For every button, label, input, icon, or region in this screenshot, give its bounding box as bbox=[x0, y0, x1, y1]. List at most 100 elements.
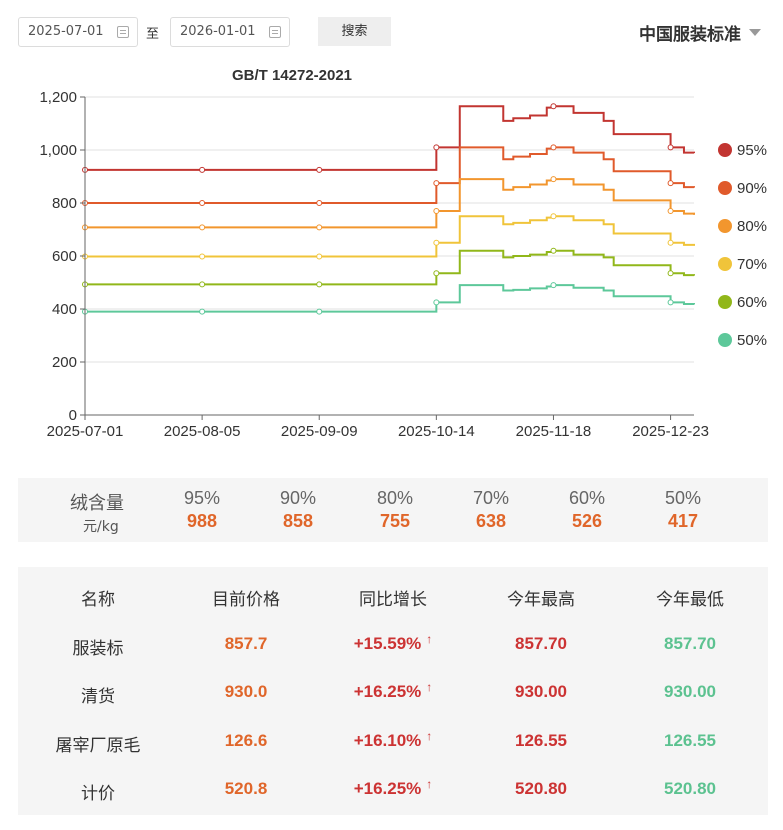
legend-item[interactable]: 60% bbox=[718, 294, 767, 311]
table-cell-value: 清货 bbox=[81, 687, 115, 707]
summary-percent: 50% bbox=[664, 488, 702, 508]
table-cell-high: 930.00 bbox=[515, 682, 567, 702]
price-line-chart: GB/T 14272-2021 0 200 400 600 800 1,000 1,200 2… bbox=[39, 67, 767, 440]
table-cell-value: 857.70 bbox=[664, 634, 716, 653]
table-cell-yoy: +16.10% ↑ bbox=[353, 729, 433, 751]
summary-percent: 90% bbox=[279, 488, 317, 508]
table-cell-current: 126.6 bbox=[225, 731, 268, 751]
y-tick-label: 1,200 bbox=[39, 89, 77, 106]
summary-percent: 60% bbox=[568, 488, 606, 508]
summary-price: 988 bbox=[186, 511, 218, 531]
series-point bbox=[199, 224, 206, 231]
summary-item: 60% 526 bbox=[547, 478, 627, 542]
y-tick-label: 0 bbox=[69, 407, 77, 424]
table-cell-value: +16.10% bbox=[353, 731, 422, 750]
table-header: 今年最高 bbox=[507, 590, 575, 610]
legend-swatch bbox=[718, 181, 732, 195]
table-cell-value: 930.00 bbox=[515, 682, 567, 701]
table-header: 目前价格 bbox=[212, 590, 280, 610]
table-cell-name: 计价 bbox=[81, 779, 115, 804]
series-line bbox=[85, 105, 695, 171]
table-header: 同比增长 bbox=[359, 590, 427, 610]
legend-item[interactable]: 95% bbox=[718, 142, 767, 159]
legend-item[interactable]: 50% bbox=[718, 332, 767, 349]
table-cell-value: +15.59% bbox=[353, 634, 422, 653]
table-cell-value: +16.25% bbox=[353, 682, 422, 701]
end-date-input[interactable]: 2026-01-01 bbox=[170, 17, 290, 47]
series-point bbox=[550, 247, 557, 254]
series-point bbox=[199, 308, 206, 315]
chart-grid bbox=[85, 96, 694, 363]
table-cell-name: 屠宰厂原毛 bbox=[56, 731, 141, 756]
chevron-down-icon bbox=[749, 29, 761, 36]
legend-label: 90% bbox=[737, 180, 767, 197]
table-cell-current: 930.0 bbox=[225, 682, 268, 702]
table-cell-value: 服装标 bbox=[72, 639, 124, 659]
chart-axes: 0 200 400 600 800 1,000 1,200 2025-07-01 2025-08… bbox=[39, 89, 708, 440]
standard-dropdown[interactable]: 中国服装标准 bbox=[639, 20, 761, 45]
table-cell-value: 857.70 bbox=[515, 634, 567, 653]
legend-label: 50% bbox=[737, 332, 767, 349]
standard-dropdown-value: 中国服装标准 bbox=[639, 25, 741, 45]
table-cell-name: 清货 bbox=[81, 682, 115, 707]
series-point bbox=[667, 180, 674, 187]
search-button[interactable]: 搜索 bbox=[318, 17, 391, 46]
table-cell-high: 126.55 bbox=[515, 731, 567, 751]
table-cell-low: 126.55 bbox=[664, 731, 716, 751]
series-line bbox=[85, 178, 695, 229]
legend-item[interactable]: 90% bbox=[718, 180, 767, 197]
x-tick-label: 2025-11-18 bbox=[516, 423, 592, 440]
series-point bbox=[199, 166, 206, 173]
series-point bbox=[550, 103, 557, 110]
legend-swatch bbox=[718, 219, 732, 233]
series-point bbox=[316, 224, 323, 231]
start-date-input[interactable]: 2025-07-01 bbox=[18, 17, 138, 47]
arrow-up-icon: ↑ bbox=[426, 777, 433, 791]
series-point bbox=[550, 144, 557, 151]
series-point bbox=[667, 207, 674, 214]
series-point bbox=[433, 180, 440, 187]
series-point bbox=[199, 281, 206, 288]
table-cell-value: 520.80 bbox=[515, 779, 567, 798]
summary-price: 526 bbox=[571, 511, 603, 531]
chart-legend[interactable]: 95% 90% 80% 70% 60% 50% bbox=[718, 142, 767, 349]
series-point bbox=[433, 207, 440, 214]
legend-swatch bbox=[718, 333, 732, 347]
date-range-separator: 至 bbox=[146, 27, 160, 42]
series-line bbox=[85, 284, 695, 313]
series-point bbox=[316, 281, 323, 288]
legend-label: 70% bbox=[737, 256, 767, 273]
legend-item[interactable]: 70% bbox=[718, 256, 767, 273]
x-tick-label: 2025-12-23 bbox=[632, 423, 709, 440]
chart-series bbox=[82, 103, 695, 315]
table-cell-name: 服装标 bbox=[73, 634, 124, 659]
series-point bbox=[316, 200, 323, 206]
series-line bbox=[85, 215, 695, 258]
y-tick-label: 800 bbox=[52, 195, 77, 212]
legend-label: 95% bbox=[737, 142, 767, 159]
series-point bbox=[316, 253, 323, 260]
series-point bbox=[199, 253, 206, 260]
summary-price: 858 bbox=[282, 511, 314, 531]
table-cell-yoy: +15.59% ↑ bbox=[353, 632, 433, 654]
table-cell-value: 屠宰厂原毛 bbox=[55, 736, 141, 756]
table-cell-yoy: +16.25% ↑ bbox=[353, 680, 433, 702]
table-cell-value: +16.25% bbox=[353, 779, 422, 798]
legend-label: 60% bbox=[737, 294, 767, 311]
y-tick-label: 400 bbox=[52, 301, 77, 318]
series-point bbox=[433, 144, 440, 151]
table-cell-yoy: +16.25% ↑ bbox=[353, 777, 433, 799]
summary-item: 80% 755 bbox=[355, 478, 435, 542]
legend-item[interactable]: 80% bbox=[718, 218, 767, 235]
table-cell-low: 857.70 bbox=[664, 634, 716, 654]
table-cell-value: 计价 bbox=[81, 784, 115, 804]
table-cell-value: 857.7 bbox=[224, 634, 268, 653]
end-date-value: 2026-01-01 bbox=[180, 24, 256, 39]
series-point bbox=[433, 270, 440, 277]
series-point bbox=[433, 239, 440, 246]
summary-item: 90% 858 bbox=[258, 478, 338, 542]
series-point bbox=[199, 200, 206, 206]
legend-swatch bbox=[718, 257, 732, 271]
table-cell-high: 857.70 bbox=[515, 634, 567, 654]
table-cell-low: 520.80 bbox=[664, 779, 716, 799]
